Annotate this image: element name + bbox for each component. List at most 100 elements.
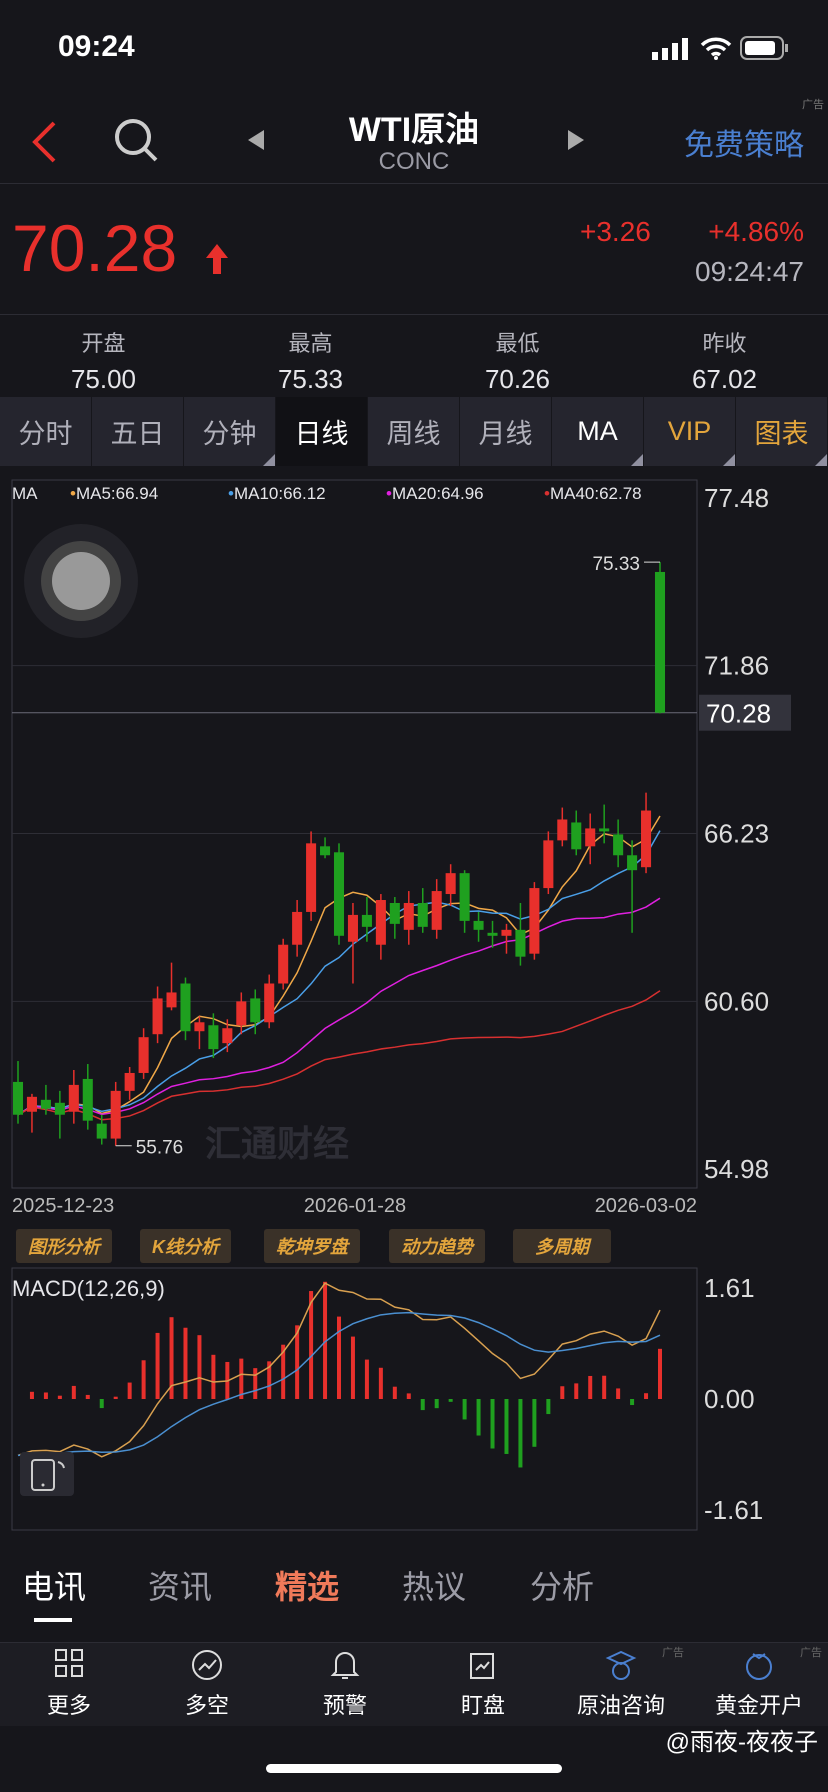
ma20-line <box>17 897 661 1116</box>
tab-monthly[interactable]: 月线 <box>460 397 552 466</box>
bottom-alert[interactable]: 预警 <box>276 1648 414 1720</box>
stat-value: 67.02 <box>691 364 758 394</box>
tab-intraday[interactable]: 分时 <box>0 397 92 466</box>
tab-ma[interactable]: MA <box>552 397 644 466</box>
free-strategy-link[interactable]: 免费策略 <box>684 129 804 162</box>
bottom-oil-consult[interactable]: 广告原油咨询 <box>552 1647 690 1720</box>
ma40-line <box>17 990 661 1121</box>
tab-daily[interactable]: 日线 <box>276 397 368 466</box>
search-icon[interactable] <box>112 116 160 164</box>
tool-kline-analysis[interactable]: K线分析 <box>140 1229 231 1263</box>
macd-tick-label: 1.61 <box>704 1273 755 1303</box>
news-tab-featured[interactable]: 精选 <box>275 1569 340 1605</box>
macd-histogram-bar <box>546 1399 551 1415</box>
tab-chart[interactable]: 图表 <box>736 397 828 466</box>
candle-body <box>96 1123 107 1139</box>
candle-body <box>445 873 456 895</box>
macd-histogram-bar <box>378 1367 383 1399</box>
candle-body <box>571 822 582 850</box>
bottom-long-short[interactable]: 多空 <box>138 1648 276 1720</box>
candle-body <box>250 998 261 1023</box>
stat-high: 最高 75.33 <box>207 326 414 395</box>
current-price-label: 70.28 <box>706 699 771 729</box>
nav-bar: WTI原油 CONC 免费策略 广告 <box>0 90 828 184</box>
macd-histogram-bar <box>434 1399 439 1409</box>
bell-icon <box>330 1652 360 1679</box>
assistive-touch-button[interactable] <box>24 524 138 638</box>
tool-momentum[interactable]: 动力趋势 <box>389 1229 485 1263</box>
candle-body <box>124 1072 135 1091</box>
macd-histogram-bar <box>518 1399 523 1468</box>
macd-histogram-bar <box>239 1358 244 1399</box>
news-tab-telegraph[interactable]: 电讯 <box>22 1569 87 1605</box>
ad-badge: 广告 <box>662 1647 684 1659</box>
bottom-label: 预警 <box>322 1693 367 1718</box>
current-price: 70.28 <box>12 211 178 285</box>
rotate-screen-button[interactable] <box>20 1452 74 1496</box>
high-label: 75.33 <box>592 554 640 575</box>
macd-histogram-bar <box>630 1399 635 1406</box>
macd-histogram-bar <box>462 1399 467 1420</box>
bottom-label: 原油咨询 <box>576 1693 665 1718</box>
candle-body <box>613 834 624 856</box>
bottom-label: 黄金开户 <box>714 1693 803 1718</box>
stat-label: 昨收 <box>702 331 747 356</box>
grid-icon <box>55 1649 83 1677</box>
bottom-label: 多空 <box>184 1693 229 1718</box>
macd-histogram-bar <box>644 1393 649 1399</box>
status-bar: 09:24 <box>0 0 828 90</box>
macd-histogram-bar <box>323 1281 328 1399</box>
candle-body <box>110 1090 121 1139</box>
candle-body <box>68 1084 79 1112</box>
bottom-more[interactable]: 更多 <box>0 1648 138 1720</box>
kline-chart[interactable]: 77.48 71.86 66.23 60.60 54.98 70.28 2025-12-23… <box>0 466 828 1546</box>
next-arrow-icon[interactable] <box>566 128 586 152</box>
candle-body <box>585 828 596 847</box>
tool-compass[interactable]: 乾坤罗盘 <box>264 1229 360 1263</box>
candle-body <box>515 929 526 957</box>
macd-histogram-bar <box>197 1335 202 1399</box>
x-tick-label: 2026-03-02 <box>595 1195 697 1217</box>
y-tick-label: 60.60 <box>704 986 769 1016</box>
macd-histogram-bar <box>295 1325 300 1399</box>
current-price-tag <box>699 694 791 731</box>
bottom-gold-account[interactable]: 广告 黄金开户 <box>690 1647 828 1720</box>
tab-vip[interactable]: VIP <box>644 397 736 466</box>
y-tick-label: 54.98 <box>704 1154 769 1184</box>
legend-ma10: •MA10:66.12 <box>228 484 326 503</box>
candle-body <box>82 1078 93 1121</box>
tab-weekly[interactable]: 周线 <box>368 397 460 466</box>
news-tab-discussion[interactable]: 热议 <box>402 1569 467 1605</box>
bottom-label: 盯盘 <box>460 1693 505 1718</box>
bottom-watch[interactable]: 盯盘 <box>414 1648 552 1720</box>
news-tab-analysis[interactable]: 分析 <box>530 1569 595 1605</box>
tab-minute[interactable]: 分钟 <box>184 397 276 466</box>
macd-histogram-bar <box>392 1386 397 1399</box>
back-icon[interactable] <box>30 120 58 164</box>
consult-icon <box>605 1650 637 1680</box>
candle-body <box>152 998 163 1035</box>
macd-histogram-bar <box>574 1383 579 1399</box>
macd-histogram-bar <box>364 1359 369 1399</box>
tool-pattern-analysis[interactable]: 图形分析 <box>16 1229 112 1263</box>
macd-histogram-bar <box>406 1393 411 1399</box>
ad-badge: 广告 <box>802 99 824 111</box>
stat-value: 75.00 <box>70 364 137 394</box>
stat-value: 75.33 <box>277 364 344 394</box>
tab-five-day[interactable]: 五日 <box>92 397 184 466</box>
news-tab-info[interactable]: 资讯 <box>148 1569 213 1605</box>
candle-body <box>194 1022 205 1032</box>
watch-icon <box>470 1653 494 1679</box>
stat-label: 最低 <box>495 331 540 356</box>
macd-histogram-bar <box>57 1395 62 1399</box>
prev-arrow-icon[interactable] <box>246 128 266 152</box>
tool-multi-period[interactable]: 多周期 <box>513 1229 611 1263</box>
candle-body <box>557 819 568 841</box>
ma10-line <box>17 830 661 1116</box>
candle-body <box>641 810 652 868</box>
account-icon <box>746 1653 772 1680</box>
ma-legend-label: MA <box>12 484 38 503</box>
macd-histogram-bar <box>169 1317 174 1399</box>
macd-histogram-bar <box>602 1375 607 1399</box>
macd-histogram-bar <box>309 1291 314 1399</box>
